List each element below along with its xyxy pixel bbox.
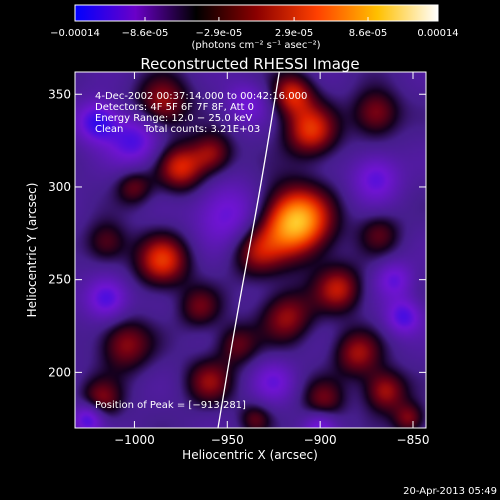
annotation-peak-position: Position of Peak = [−913,281] — [95, 400, 246, 411]
colorbar-units-label: (photons cm⁻² s⁻¹ asec⁻²) — [191, 40, 320, 51]
colorbar-tick-label: 0.00014 — [417, 28, 458, 39]
colorbar — [74, 4, 439, 22]
annotation-total-counts: Total counts: 3.21E+03 — [143, 124, 260, 135]
annotation-time-range: 4-Dec-2002 00:37:14.000 to 00:42:16.000 — [95, 91, 307, 102]
axis-ticks: −1000 −950 −900 −850 200 250 300 350 — [48, 72, 429, 447]
colorbar-tick-label: −0.00014 — [50, 28, 100, 39]
annotation-detectors: Detectors: 4F 5F 6F 7F 8F, Att 0 — [95, 102, 254, 113]
x-axis-label: Heliocentric X (arcsec) — [182, 448, 318, 462]
x-tick-label: −850 — [397, 433, 430, 447]
y-tick-label: 200 — [48, 365, 71, 379]
date-stamp: 20-Apr-2013 05:49 — [403, 486, 497, 497]
y-tick-label: 350 — [48, 87, 71, 101]
x-tick-label: −1000 — [114, 433, 155, 447]
colorbar-tick-label: −8.6e-05 — [122, 28, 169, 39]
y-axis-label: Heliocentric Y (arcsec) — [25, 183, 39, 318]
chart-title: Reconstructed RHESSI Image — [140, 55, 359, 73]
solar-limb-curve — [217, 72, 280, 428]
annotation-energy-range: Energy Range: 12.0 − 25.0 keV — [95, 113, 252, 124]
colorbar-ticks: −0.00014 −8.6e-05 −2.9e-05 2.9e-05 8.6e-05 0.… — [50, 17, 459, 39]
heatmap-image — [75, 72, 426, 428]
annotation-clean: Clean — [95, 124, 123, 135]
plot-frame — [74, 71, 427, 429]
colorbar-tick-label: −2.9e-05 — [196, 28, 243, 39]
y-tick-label: 250 — [48, 273, 71, 287]
colorbar-tick-label: 2.9e-05 — [275, 28, 313, 39]
x-tick-label: −900 — [304, 433, 337, 447]
colorbar-tick-label: 8.6e-05 — [349, 28, 387, 39]
y-tick-label: 300 — [48, 180, 71, 194]
x-tick-label: −950 — [211, 433, 244, 447]
